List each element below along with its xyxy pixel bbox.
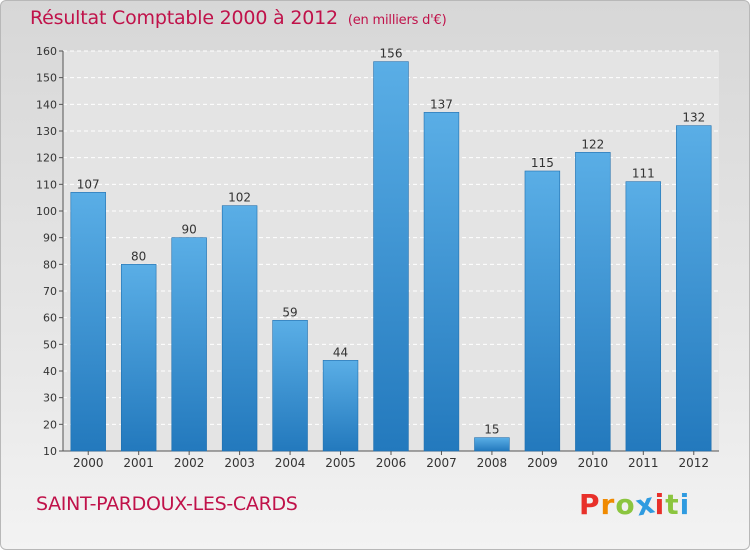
y-tick-label: 10 — [43, 445, 57, 458]
y-tick-label: 50 — [43, 338, 57, 351]
x-tick-label: 2005 — [325, 456, 356, 470]
bar-2011 — [625, 181, 662, 452]
chart-subtitle: (en milliers d'€) — [347, 13, 447, 28]
x-tick-label: 2010 — [578, 456, 609, 470]
y-tick-label: 110 — [36, 178, 57, 191]
logo-letter: P — [579, 488, 601, 521]
bar-2006 — [373, 61, 409, 452]
x-tick-label: 2004 — [275, 456, 306, 470]
y-tick-label: 150 — [36, 72, 57, 85]
x-tick-label: 2001 — [123, 456, 154, 470]
y-tick-label: 70 — [43, 285, 57, 298]
logo-letter: t — [665, 488, 680, 521]
y-tick-label: 140 — [36, 98, 57, 111]
bar-2001 — [120, 264, 157, 452]
bar-value-label: 44 — [333, 345, 348, 359]
y-tick-label: 120 — [36, 152, 57, 165]
bar-value-label: 156 — [380, 47, 403, 61]
bar-2008 — [474, 437, 510, 452]
bar-2007 — [423, 112, 460, 452]
chart-title-text: Résultat Comptable 2000 à 2012 — [30, 7, 338, 29]
bar-value-label: 15 — [484, 423, 499, 437]
bar-2010 — [575, 152, 611, 452]
x-tick-label: 2003 — [224, 456, 255, 470]
y-tick-label: 20 — [43, 418, 57, 431]
x-tick-label: 2002 — [174, 456, 205, 470]
y-tick-label: 80 — [43, 258, 57, 271]
logo-letter: i — [654, 488, 666, 521]
bar-value-label: 111 — [632, 167, 655, 181]
bar-2009 — [524, 170, 561, 452]
x-tick-label: 2009 — [527, 456, 558, 470]
y-tick-label: 60 — [43, 312, 57, 325]
y-tick-label: 40 — [43, 365, 57, 378]
bar-value-label: 90 — [182, 223, 197, 237]
bar-2002 — [171, 237, 207, 452]
bar-value-label: 80 — [131, 249, 146, 263]
x-tick-label: 2012 — [678, 456, 709, 470]
chart-title: Résultat Comptable 2000 à 2012 (en millie… — [30, 7, 447, 29]
bar-2005 — [322, 360, 359, 452]
bar-value-label: 59 — [282, 305, 297, 319]
bar-2004 — [272, 320, 308, 452]
x-tick-label: 2000 — [73, 456, 104, 470]
city-name: SAINT-PARDOUX-LES-CARDS — [36, 493, 298, 515]
logo-letter: r — [600, 488, 616, 521]
logo-letter: i — [679, 488, 691, 521]
y-tick-label: 100 — [36, 205, 57, 218]
bar-value-label: 122 — [581, 137, 604, 151]
bar-2000 — [70, 192, 106, 452]
x-tick-label: 2008 — [477, 456, 508, 470]
bar-value-label: 137 — [430, 97, 453, 111]
bar-2012 — [676, 125, 712, 452]
y-tick-label: 130 — [36, 125, 57, 138]
bar-2003 — [221, 205, 258, 452]
y-tick-label: 160 — [36, 45, 57, 58]
bar-value-label: 132 — [682, 111, 705, 125]
logo-letter: o — [615, 488, 636, 521]
bar-value-label: 107 — [77, 177, 100, 191]
x-tick-label: 2006 — [376, 456, 407, 470]
x-tick-label: 2007 — [426, 456, 457, 470]
x-tick-label: 2011 — [628, 456, 659, 470]
proxiti-logo: Proxiti — [579, 486, 691, 522]
bar-value-label: 115 — [531, 156, 554, 170]
y-tick-label: 30 — [43, 392, 57, 405]
y-tick-label: 90 — [43, 232, 57, 245]
bar-value-label: 102 — [228, 191, 251, 205]
